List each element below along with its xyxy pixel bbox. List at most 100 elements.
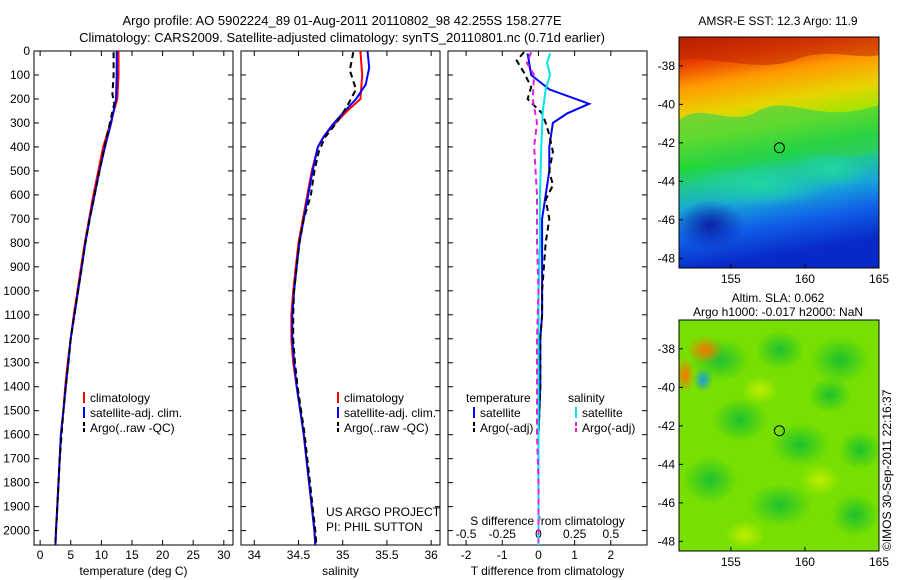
salinity-series-1 bbox=[291, 50, 371, 546]
depth-tick-label: 1100 bbox=[4, 308, 30, 322]
temp-legend-label: climatology bbox=[90, 391, 150, 405]
project-annotation: US ARGO PROJECT bbox=[326, 505, 441, 519]
tdiff-legend-label: Argo(-adj) bbox=[480, 421, 533, 435]
sst-argo-location-marker bbox=[773, 142, 785, 154]
sla-argo-location-marker bbox=[773, 425, 785, 437]
depth-tick-label: 0 bbox=[23, 44, 30, 58]
salinity-xtick-label: 35.5 bbox=[375, 548, 399, 562]
sdiff-tick-label: 0.25 bbox=[563, 527, 587, 541]
difference-series-2 bbox=[537, 53, 552, 545]
difference-xtick-label: 2 bbox=[607, 548, 614, 562]
temperature-xtick-label: 10 bbox=[95, 548, 109, 562]
sla-map-title: Altim. SLA: 0.062 bbox=[732, 291, 825, 305]
sla-map-ytick-label: -46 bbox=[658, 496, 676, 510]
temperature-xtick-label: 15 bbox=[125, 548, 139, 562]
sla-map-ytick-label: -48 bbox=[658, 534, 676, 548]
salinity-xtick-label: 35 bbox=[336, 548, 350, 562]
salinity-series-0 bbox=[290, 50, 364, 546]
sst-map-ytick-label: -44 bbox=[658, 174, 676, 188]
sla-map-ytick-label: -42 bbox=[658, 419, 676, 433]
sst-map-ytick-label: -48 bbox=[658, 251, 676, 265]
temperature-xtick-label: 0 bbox=[37, 548, 44, 562]
sla-map-xtick-label: 160 bbox=[795, 555, 815, 569]
difference-series-0 bbox=[526, 53, 592, 545]
difference-xtick-label: -1 bbox=[497, 548, 508, 562]
depth-tick-label: 1700 bbox=[3, 452, 30, 466]
difference-panel: -2 -1 0 1 2 T difference from climatology -0.5… bbox=[447, 50, 648, 578]
depth-tick-label: 1600 bbox=[3, 428, 30, 442]
depth-tick-label: 2000 bbox=[3, 524, 30, 538]
sst-map-xtick-label: 160 bbox=[795, 272, 815, 286]
sst-map-ytick-label: -38 bbox=[658, 59, 676, 73]
figure-title-line1: Argo profile: AO 5902224_89 01-Aug-2011 … bbox=[123, 13, 562, 28]
salinity-panel: 34 34.5 35 35.5 36 salinity climatologysatelli… bbox=[240, 50, 441, 578]
sla-map-panel: Altim. SLA: 0.062 Argo h1000: -0.017 h20… bbox=[658, 291, 890, 569]
sdiff-tick-label: 0.5 bbox=[602, 527, 619, 541]
sdiff-legend-label: satellite bbox=[582, 406, 623, 420]
imos-timestamp: ©IMOS 30-Sep-2011 22:16:37 bbox=[880, 389, 894, 551]
temperature-xtick-label: 25 bbox=[187, 548, 201, 562]
temperature-series-1 bbox=[54, 51, 118, 546]
difference-plot-frame bbox=[447, 50, 648, 546]
depth-tick-label: 1800 bbox=[3, 476, 30, 490]
sla-map-xtick-label: 165 bbox=[869, 555, 889, 569]
depth-tick-label: 1000 bbox=[3, 284, 30, 298]
depth-tick-label: 500 bbox=[10, 164, 30, 178]
sdiff-tick-label: -0.25 bbox=[489, 527, 517, 541]
sst-map-ytick-label: -40 bbox=[658, 97, 676, 111]
sla-map-ytick-label: -40 bbox=[658, 380, 676, 394]
depth-tick-label: 1300 bbox=[3, 356, 30, 370]
sla-map-axes: 155 160 165 -38 -40 -42 -44 -46 -48 bbox=[658, 342, 890, 569]
sdiff-tick-label: -0.5 bbox=[456, 527, 477, 541]
sla-map-xtick-label: 155 bbox=[721, 555, 741, 569]
tdiff-legend-label: satellite bbox=[480, 406, 521, 420]
sst-map-ytick-label: -46 bbox=[658, 213, 676, 227]
salinity-xtick-label: 34 bbox=[248, 548, 262, 562]
depth-tick-label: 1500 bbox=[3, 404, 30, 418]
sdiff-legend-heading: salinity bbox=[568, 391, 605, 405]
salinity-xlabel: salinity bbox=[322, 564, 359, 578]
sst-map-frame bbox=[678, 36, 880, 269]
sal-legend-label: Argo(..raw -QC) bbox=[344, 421, 429, 435]
sst-map-xtick-label: 155 bbox=[721, 272, 741, 286]
sst-map-axes: 155 160 165 -38 -40 -42 -44 -46 -48 bbox=[658, 59, 890, 286]
salinity-xtick-label: 36 bbox=[424, 548, 438, 562]
sla-map-ytick-label: -38 bbox=[658, 342, 676, 356]
difference-xtick-label: 0 bbox=[535, 548, 542, 562]
salinity-xtick-label: 34.5 bbox=[287, 548, 311, 562]
temp-legend-label: Argo(..raw -QC) bbox=[90, 421, 175, 435]
depth-tick-label: 200 bbox=[10, 92, 30, 106]
difference-xlabel: T difference from climatology bbox=[471, 564, 625, 578]
sal-legend-label: satellite-adj. clim. bbox=[344, 406, 436, 420]
temperature-panel: 0 5 10 15 20 25 300100200300400500600700800900… bbox=[3, 44, 234, 578]
sst-map-ytick-label: -42 bbox=[658, 136, 676, 150]
depth-tick-label: 1900 bbox=[3, 500, 30, 514]
depth-tick-label: 1400 bbox=[3, 380, 30, 394]
salinity-plot-frame bbox=[240, 50, 441, 546]
temperature-series-2 bbox=[54, 52, 116, 543]
difference-xtick-label: -2 bbox=[461, 548, 472, 562]
sst-map-panel: AMSR-E SST: 12.3 Argo: 11.9 155 160 165 -38… bbox=[658, 14, 890, 286]
depth-tick-label: 800 bbox=[10, 236, 30, 250]
depth-tick-label: 100 bbox=[10, 68, 30, 82]
temperature-xtick-label: 20 bbox=[156, 548, 170, 562]
sla-map-frame bbox=[678, 319, 880, 552]
temperature-xtick-label: 30 bbox=[217, 548, 231, 562]
depth-tick-label: 900 bbox=[10, 260, 30, 274]
difference-series-3 bbox=[525, 51, 540, 543]
depth-tick-label: 700 bbox=[10, 212, 30, 226]
sst-map-xtick-label: 165 bbox=[869, 272, 889, 286]
pi-annotation: PI: PHIL SUTTON bbox=[326, 520, 423, 534]
sal-legend-label: climatology bbox=[344, 391, 404, 405]
depth-tick-label: 400 bbox=[10, 140, 30, 154]
sst-map-title: AMSR-E SST: 12.3 Argo: 11.9 bbox=[698, 14, 858, 28]
difference-series-1 bbox=[515, 51, 554, 543]
temperature-xlabel: temperature (deg C) bbox=[79, 564, 187, 578]
temperature-plot-frame bbox=[33, 50, 234, 546]
salinity-series-2 bbox=[292, 52, 358, 543]
sla-map-subtitle: Argo h1000: -0.017 h2000: NaN bbox=[693, 305, 863, 319]
sdiff-axis-label: S difference from climatology bbox=[470, 514, 625, 528]
sst-heatmap bbox=[679, 37, 879, 268]
sdiff-legend-label: Argo(-adj) bbox=[582, 421, 635, 435]
tdiff-legend-heading: temperature bbox=[466, 391, 531, 405]
